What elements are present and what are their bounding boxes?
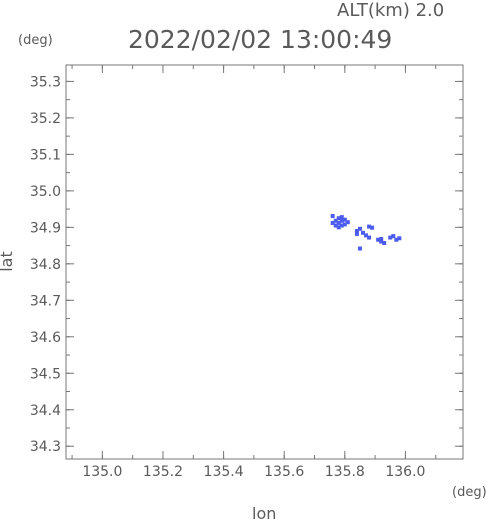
y-tick-label: 34.5 (30, 366, 61, 382)
data-point (336, 220, 341, 225)
y-tick-label: 34.3 (30, 439, 61, 455)
y-tick-label: 35.0 (30, 184, 61, 200)
y-tick-label: 35.3 (30, 74, 61, 90)
x-tick-label: 136.0 (385, 464, 425, 480)
y-tick-label: 35.2 (30, 111, 61, 127)
data-point (333, 223, 338, 228)
data-point (342, 217, 347, 222)
data-point (397, 236, 402, 241)
y-tick-label: 34.9 (30, 220, 61, 236)
x-tick-label: 135.2 (143, 464, 183, 480)
data-point (382, 241, 387, 246)
data-point (394, 237, 399, 242)
x-tick-label: 135.8 (325, 464, 365, 480)
data-point (339, 215, 344, 220)
data-point (354, 228, 359, 233)
data-point (367, 235, 372, 240)
data-point (333, 218, 338, 223)
data-point (342, 222, 347, 227)
data-point (336, 225, 341, 230)
data-point (330, 214, 335, 219)
altitude-label: ALT(km) 2.0 (337, 0, 445, 21)
data-point (345, 220, 350, 225)
x-tick-label: 135.6 (264, 464, 304, 480)
data-point (357, 226, 362, 231)
data-point (379, 239, 384, 244)
data-point (376, 237, 381, 242)
data-point (379, 237, 384, 242)
y-tick-label: 34.4 (30, 403, 61, 419)
x-tick-label: 135.4 (204, 464, 244, 480)
y-tick-label: 34.8 (30, 257, 61, 273)
data-point (360, 230, 365, 235)
y-unit-label: (deg) (18, 33, 53, 48)
data-point (339, 218, 344, 223)
data-point (357, 246, 362, 251)
data-point (336, 216, 341, 221)
data-point (354, 231, 359, 236)
x-tick-label: 135.0 (82, 464, 122, 480)
x-unit-label: (deg) (452, 485, 487, 500)
data-point (364, 233, 369, 238)
y-tick-label: 34.7 (30, 293, 61, 309)
plot-frame (65, 64, 464, 460)
data-point (370, 225, 375, 230)
data-point (330, 220, 335, 225)
y-tick-label: 35.1 (30, 147, 61, 163)
data-point (367, 224, 372, 229)
data-point (391, 234, 396, 239)
x-axis-label: lon (252, 504, 277, 523)
timestamp-title: 2022/02/02 13:00:49 (128, 25, 393, 54)
data-point (388, 235, 393, 240)
y-tick-label: 34.6 (30, 330, 61, 346)
data-point (339, 223, 344, 228)
